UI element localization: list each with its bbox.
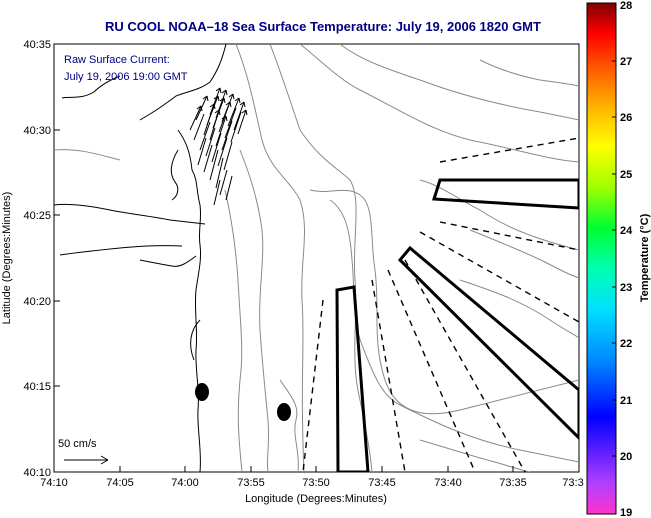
colorbar-label: Temperature (°C) bbox=[639, 213, 651, 302]
y-tick-label: 40:30 bbox=[23, 125, 51, 137]
radar-beam-lines bbox=[302, 137, 579, 472]
x-tick-label: 73:3 bbox=[562, 477, 583, 489]
scale-label: 50 cm/s bbox=[58, 438, 97, 450]
x-tick-label: 74:00 bbox=[171, 477, 199, 489]
radar-sectors bbox=[335, 178, 579, 472]
x-tick-label: 73:40 bbox=[434, 477, 462, 489]
surface-current-vectors bbox=[189, 87, 248, 206]
x-tick-label: 74:05 bbox=[106, 477, 134, 489]
colorbar-ticks bbox=[612, 60, 616, 457]
x-tick-label: 73:55 bbox=[237, 477, 265, 489]
x-axis bbox=[53, 466, 514, 472]
colorbar-tick-label: 21 bbox=[620, 395, 632, 407]
y-tick-label: 40:35 bbox=[23, 39, 51, 51]
colorbar-tick-label: 28 bbox=[620, 0, 632, 12]
coastline bbox=[54, 44, 227, 472]
y-tick-labels: 40:35 40:30 40:25 40:20 40:15 40:10 bbox=[23, 39, 51, 479]
x-tick-label: 74:10 bbox=[40, 477, 68, 489]
colorbar-tick-label: 22 bbox=[620, 338, 632, 350]
x-tick-label: 73:35 bbox=[499, 477, 527, 489]
station-marker-east bbox=[277, 403, 291, 421]
colorbar-tick-label: 19 bbox=[620, 507, 632, 518]
y-tick-label: 40:25 bbox=[23, 210, 51, 222]
scale-arrow bbox=[64, 455, 109, 465]
y-axis-label: Latitude (Degrees:Minutes) bbox=[1, 192, 13, 325]
bathymetry-contours bbox=[54, 44, 579, 472]
colorbar-tick-label: 20 bbox=[620, 451, 632, 463]
colorbar-tick-label: 24 bbox=[620, 225, 633, 237]
colorbar-tick-label: 25 bbox=[620, 169, 632, 181]
colorbar-tick-label: 26 bbox=[620, 112, 632, 124]
y-tick-label: 40:10 bbox=[23, 467, 51, 479]
x-tick-label: 73:45 bbox=[368, 477, 396, 489]
radar-sector-east bbox=[431, 178, 579, 210]
colorbar-tick-label: 27 bbox=[620, 56, 632, 68]
y-tick-label: 40:15 bbox=[23, 381, 51, 393]
colorbar-tick-label: 23 bbox=[620, 282, 632, 294]
colorbar bbox=[586, 2, 617, 515]
current-annotation-line2: July 19, 2006 19:00 GMT bbox=[64, 71, 188, 83]
radar-sector-southeast bbox=[397, 245, 579, 441]
station-marker-west bbox=[195, 383, 209, 401]
plot-frame bbox=[53, 43, 580, 473]
radar-sector-south bbox=[335, 285, 370, 472]
colorbar-tick-labels: 28 27 26 25 24 23 22 21 20 19 bbox=[620, 0, 633, 518]
y-tick-label: 40:20 bbox=[23, 296, 51, 308]
x-tick-label: 73:50 bbox=[302, 477, 330, 489]
x-axis-label: Longitude (Degrees:Minutes) bbox=[245, 493, 387, 505]
x-tick-labels: 74:10 74:05 74:00 73:55 73:50 73:45 73:4… bbox=[40, 477, 583, 489]
map-title: RU COOL NOAA–18 Sea Surface Temperature:… bbox=[105, 19, 541, 34]
current-annotation-line1: Raw Surface Current: bbox=[64, 54, 170, 66]
y-axis bbox=[54, 43, 60, 473]
